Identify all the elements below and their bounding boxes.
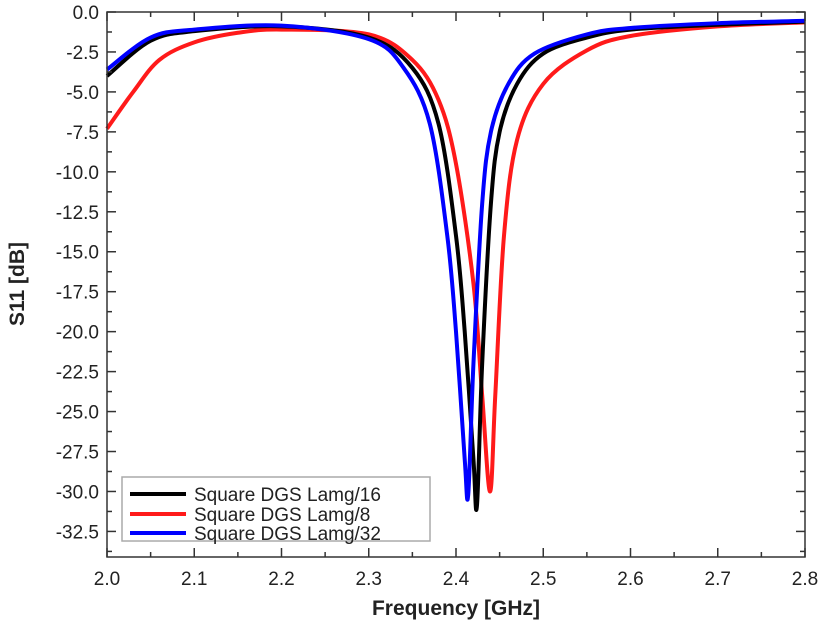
y-tick-label: -27.5 <box>56 443 99 464</box>
series-line-16 <box>105 19 806 512</box>
y-tick-label: -30.0 <box>56 482 99 503</box>
y-tick-label: -20.0 <box>56 323 99 344</box>
legend-label-lamg16: Square DGS Lamg/16 <box>194 485 381 506</box>
x-tick-label: 2.3 <box>356 569 382 590</box>
series-line-8 <box>105 20 806 494</box>
x-tick-label: 2.8 <box>792 569 818 590</box>
x-tick-label: 2.6 <box>617 569 643 590</box>
y-tick-label: -15.0 <box>56 243 99 264</box>
y-tick-label: -32.5 <box>56 522 99 543</box>
x-tick-label: 2.0 <box>94 569 120 590</box>
y-tick-label: -25.0 <box>56 403 99 424</box>
series-layer <box>105 18 806 512</box>
legend-label-lamg8: Square DGS Lamg/8 <box>194 505 370 526</box>
y-tick-label: -10.0 <box>56 163 99 184</box>
y-axis-label: S11 [dB] <box>6 242 29 326</box>
y-tick-label: -12.5 <box>56 203 99 224</box>
y-tick-label: -17.5 <box>56 283 99 304</box>
y-tick-label: -7.5 <box>66 123 99 144</box>
legend-box <box>121 476 431 542</box>
x-tick-label: 2.1 <box>181 569 207 590</box>
x-tick-label: 2.5 <box>530 569 556 590</box>
x-axis-label: Frequency [GHz] <box>372 597 540 620</box>
x-tick-label: 2.7 <box>705 569 731 590</box>
y-tick-label: 0.0 <box>73 3 99 24</box>
series-line-32 <box>105 18 806 502</box>
x-tick-label: 2.2 <box>268 569 294 590</box>
y-tick-label: -2.5 <box>66 43 99 64</box>
y-tick-label: -5.0 <box>66 83 99 104</box>
legend: Square DGS Lamg/16 Square DGS Lamg/8 Squ… <box>121 476 431 545</box>
plot-frame <box>106 11 806 558</box>
x-tick-label: 2.4 <box>443 569 470 590</box>
y-tick-label: -22.5 <box>56 363 99 384</box>
axis-ticks: 2.0 2.1 2.2 2.3 2.4 2.5 2.6 2.7 2.8 0.0 -2.5 -5.0 -7… <box>56 3 819 590</box>
legend-label-lamg32: Square DGS Lamg/32 <box>194 524 381 545</box>
